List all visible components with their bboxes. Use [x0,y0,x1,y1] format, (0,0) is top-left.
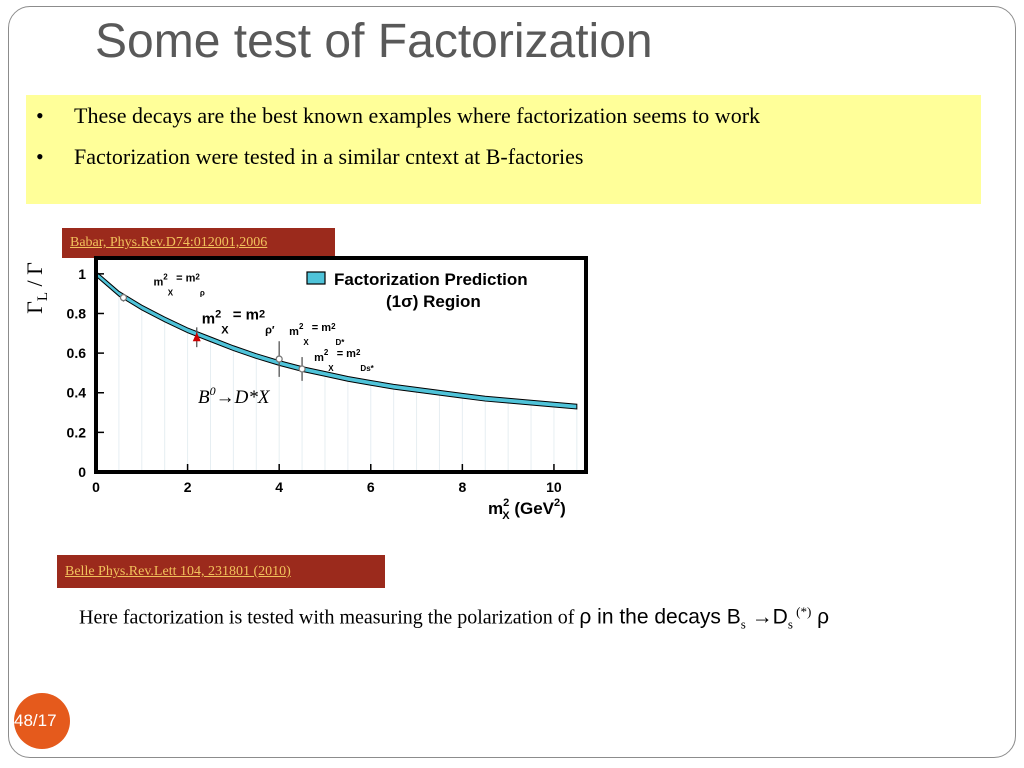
belle-reference-link[interactable]: Belle Phys.Rev.Lett 104, 231801 (2010) [57,555,385,588]
note-star: (*) [792,604,812,619]
decay-label: B0→D*X [198,384,271,408]
x-tick-label: 2 [184,479,192,495]
x-tick-label: 0 [92,479,100,495]
bullet-dot: • [36,103,44,128]
data-point [192,332,201,342]
babar-reference-link[interactable]: Babar, Phys.Rev.D74:012001,2006 [62,228,335,258]
bullet-text: These decays are the best known examples… [74,103,761,128]
page-number: 48/17 [14,711,57,730]
y-tick-label: 0.6 [67,345,87,361]
conclusion-text: Here factorization is tested with measur… [79,604,829,633]
plot-frame [94,256,588,474]
legend-swatch [306,271,326,285]
data-point [298,365,306,373]
data-point [275,355,283,363]
x-axis-label: m2 X (GeV2) [488,497,566,522]
bullet-item: • Factorization were tested in a similar … [36,144,583,170]
note-rho-end: ρ [811,605,830,629]
y-tick-label: 0.2 [67,424,87,440]
data-point-label: m2X = m2ρ [153,273,204,298]
data-point-label: m2X = m2D* [289,322,345,347]
slide-frame [8,6,1016,758]
bullet-item: • These decays are the best known example… [36,103,760,129]
y-tick-label: 0.4 [67,385,87,401]
prediction-band [95,270,578,410]
data-point-label: m2X = m2ρ′ [202,306,275,336]
slide-title: Some test of Factorization [95,15,653,68]
y-tick-label: 0.8 [67,305,87,321]
bullet-text: Factorization were tested in a similar c… [74,144,584,169]
data-point [119,293,128,302]
x-tick-label: 6 [367,479,375,495]
y-tick-label: 0 [78,464,86,480]
note-sub-s2: s [787,616,793,632]
note-sub-s: s [740,616,746,632]
bullet-dot: • [36,144,44,169]
bullet-box: • These decays are the best known example… [26,95,981,204]
y-axis-label: ΓL / Γ [22,262,51,314]
note-text: Here factorization is tested with measur… [79,606,580,629]
x-tick-label: 4 [275,479,283,495]
note-arrow: →D [745,605,788,629]
data-point-label: m2X = m2Ds* [314,348,375,373]
legend-title: Factorization Prediction [334,270,528,289]
note-rho: ρ in the decays B [579,605,741,629]
legend-subtitle: (1σ) Region [386,292,481,311]
page-number-badge [14,693,70,749]
plot-area: 0 2 4 6 8 10 0 0.2 0.4 0.6 0.8 1 m2X = m2ρ m2X = m2ρ′… [67,266,578,495]
x-tick-label: 8 [458,479,466,495]
y-tick-label: 1 [78,266,86,282]
x-tick-label: 10 [546,479,562,495]
polarization-chart: ΓL / Γ 0 2 4 6 8 10 0 0.2 0.4 0.6 0.8 1 m2X = m2ρ m2X… [22,256,588,522]
